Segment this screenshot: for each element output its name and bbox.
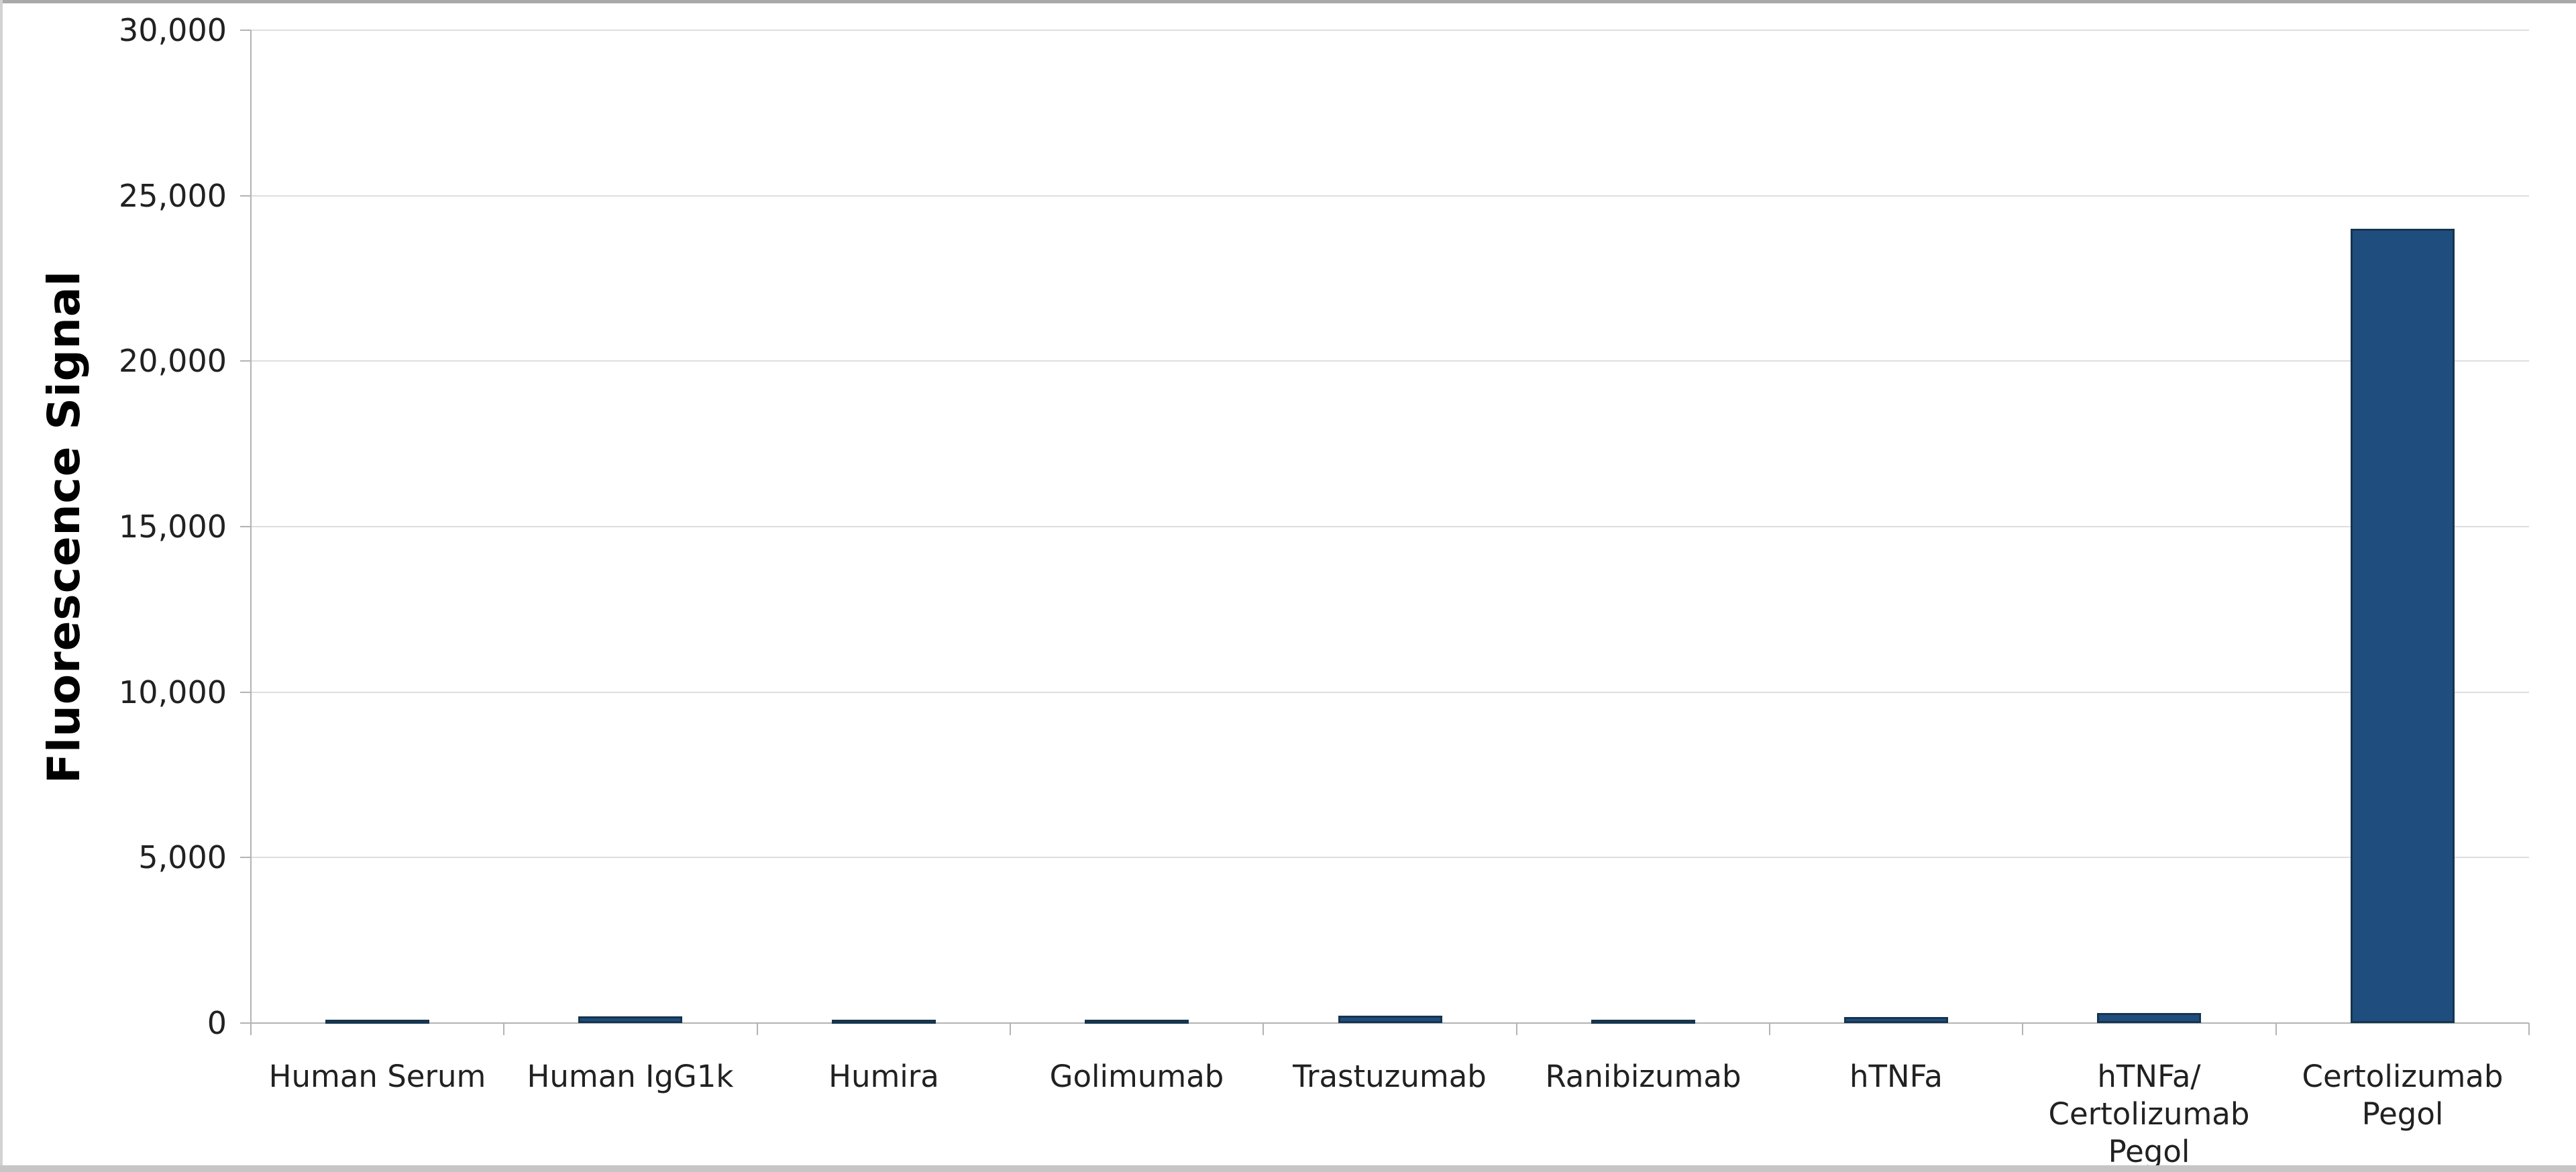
gridline-0	[251, 1022, 2529, 1024]
bar-ranibizumab	[1591, 1020, 1695, 1024]
y-tick-mark-0	[240, 1022, 251, 1024]
bar-human-serum	[325, 1020, 429, 1024]
bar-humira	[832, 1020, 936, 1024]
y-tick-label-20000: 20,000	[119, 343, 227, 380]
y-tick-label-10000: 10,000	[119, 674, 227, 710]
x-tick-mark-4	[1263, 1023, 1265, 1035]
x-tick-mark-1	[503, 1023, 505, 1035]
y-tick-mark-10000	[240, 691, 251, 693]
x-tick-mark-9	[2528, 1023, 2530, 1035]
screenshot-edge-left	[0, 0, 3, 1172]
y-tick-mark-5000	[240, 857, 251, 859]
bar-human-igg1k	[578, 1016, 682, 1023]
gridline-25000	[251, 195, 2529, 197]
x-label-golimumab: Golimumab	[1049, 1059, 1224, 1094]
x-label-human-igg1k: Human IgG1k	[527, 1059, 734, 1094]
y-tick-mark-15000	[240, 526, 251, 527]
y-tick-label-25000: 25,000	[119, 177, 227, 214]
x-tick-mark-2	[756, 1023, 758, 1035]
y-tick-mark-20000	[240, 360, 251, 362]
bar-trastuzumab	[1338, 1016, 1442, 1023]
x-tick-mark-3	[1010, 1023, 1011, 1035]
bar-htnfa-certolizumab-pegol	[2097, 1013, 2201, 1023]
y-tick-mark-30000	[240, 30, 251, 31]
gridline-20000	[251, 360, 2529, 362]
x-label-humira: Humira	[828, 1059, 939, 1094]
gridline-30000	[251, 30, 2529, 31]
bar-golimumab	[1085, 1020, 1189, 1024]
x-label-certolizumab-pegol: Certolizumab Pegol	[2302, 1059, 2504, 1132]
x-label-ranibizumab: Ranibizumab	[1545, 1059, 1741, 1094]
bar-certolizumab-pegol	[2351, 229, 2455, 1023]
y-tick-label-30000: 30,000	[119, 12, 227, 48]
x-label-trastuzumab: Trastuzumab	[1293, 1059, 1487, 1094]
x-label-htnfa: hTNFa	[1849, 1059, 1943, 1094]
y-axis-line	[250, 30, 252, 1035]
y-tick-label-0: 0	[207, 1005, 227, 1041]
x-tick-mark-7	[2022, 1023, 2024, 1035]
screenshot-edge-top	[0, 0, 2576, 3]
y-tick-mark-25000	[240, 195, 251, 197]
x-label-human-serum: Human Serum	[268, 1059, 486, 1094]
gridline-10000	[251, 691, 2529, 693]
x-label-htnfa-certolizumab-pegol: hTNFa/ Certolizumab Pegol	[2048, 1059, 2250, 1169]
x-tick-mark-8	[2275, 1023, 2277, 1035]
x-tick-mark-6	[1769, 1023, 1770, 1035]
gridline-5000	[251, 857, 2529, 859]
bar-htnfa	[1844, 1017, 1948, 1023]
gridline-15000	[251, 526, 2529, 527]
y-tick-label-15000: 15,000	[119, 509, 227, 545]
screenshot-edge-bottom	[0, 1165, 2576, 1172]
y-tick-label-5000: 5,000	[138, 839, 227, 876]
x-tick-mark-5	[1515, 1023, 1517, 1035]
x-tick-mark-0	[250, 1023, 252, 1035]
